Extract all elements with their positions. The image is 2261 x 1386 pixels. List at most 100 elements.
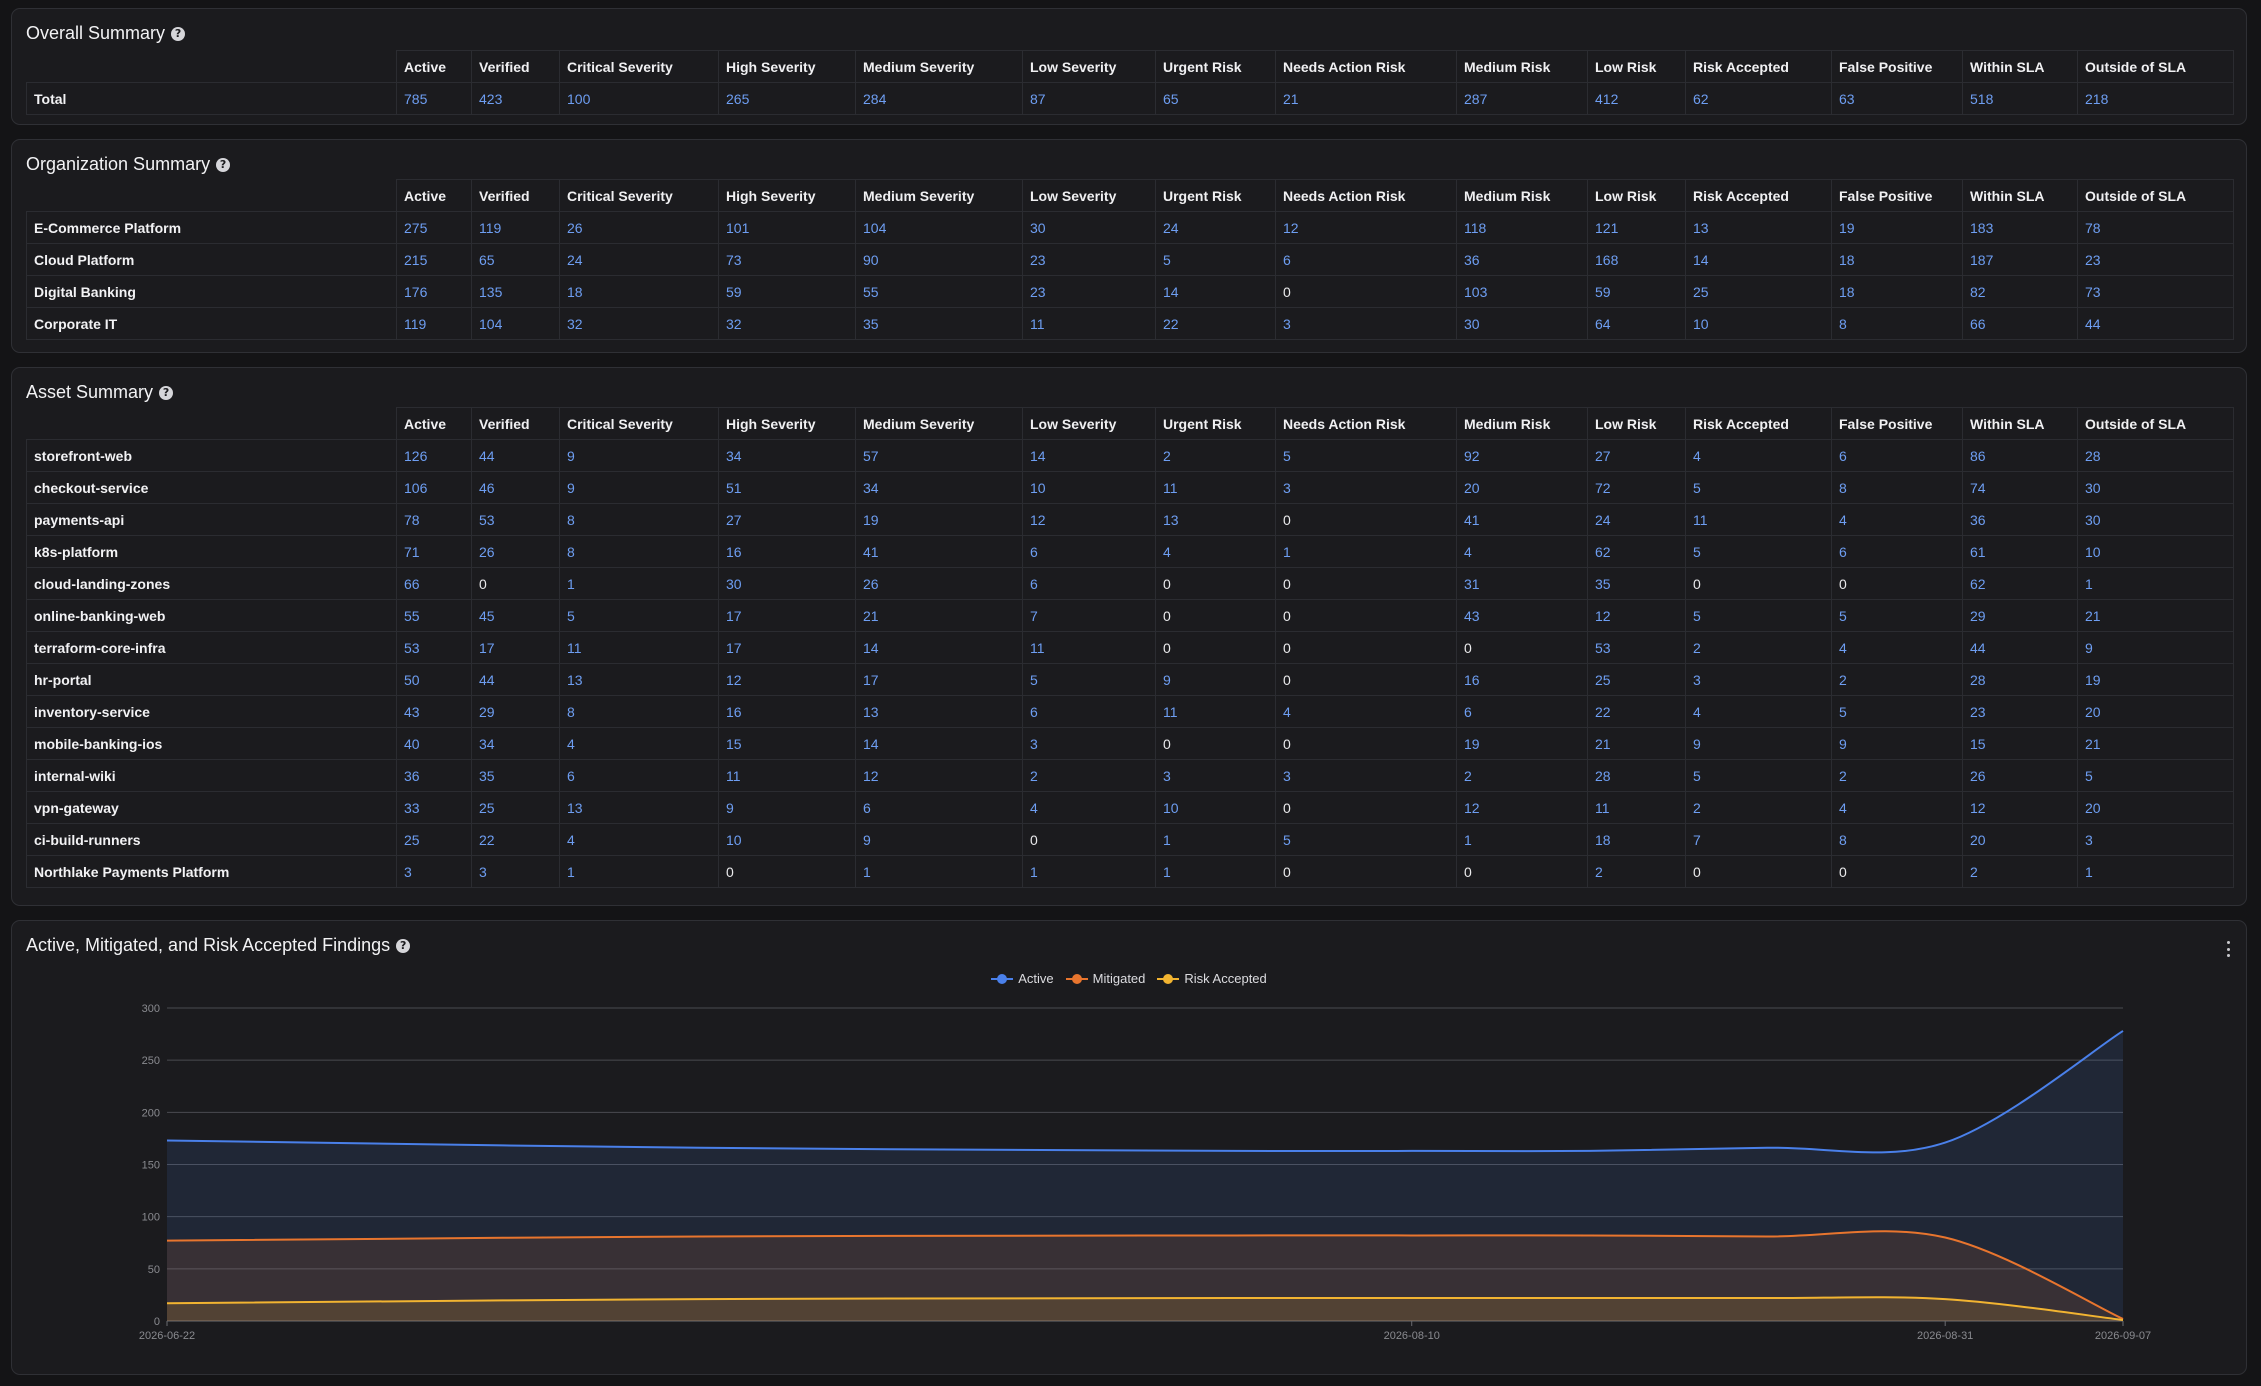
cell-value[interactable]: 1	[559, 855, 719, 888]
cell-value[interactable]: 1	[1275, 535, 1457, 568]
cell-value[interactable]: 9	[1831, 727, 1963, 760]
help-icon[interactable]: ?	[171, 26, 186, 41]
cell-value[interactable]: 284	[855, 82, 1023, 115]
cell-value[interactable]: 43	[396, 695, 472, 728]
cell-value[interactable]: 7	[1022, 599, 1156, 632]
cell-value[interactable]: 23	[2077, 243, 2234, 276]
cell-value[interactable]: 1	[1456, 823, 1588, 856]
column-header[interactable]: High Severity	[718, 179, 856, 212]
column-header[interactable]: Needs Action Risk	[1275, 407, 1457, 440]
cell-value[interactable]: 59	[718, 275, 856, 308]
cell-value[interactable]: 40	[396, 727, 472, 760]
cell-value[interactable]: 27	[718, 503, 856, 536]
cell-value[interactable]: 6	[559, 759, 719, 792]
cell-value[interactable]: 11	[1587, 791, 1686, 824]
cell-value[interactable]: 2	[1685, 631, 1832, 664]
cell-value[interactable]: 8	[1831, 823, 1963, 856]
cell-value[interactable]: 5	[1022, 663, 1156, 696]
help-icon[interactable]: ?	[396, 938, 411, 953]
cell-value[interactable]: 19	[2077, 663, 2234, 696]
legend-item[interactable]: Active	[991, 971, 1054, 986]
cell-value[interactable]: 265	[718, 82, 856, 115]
cell-value[interactable]: 30	[2077, 471, 2234, 504]
cell-value[interactable]: 12	[1456, 791, 1588, 824]
cell-value[interactable]: 100	[559, 82, 719, 115]
cell-value[interactable]: 13	[559, 663, 719, 696]
cell-value[interactable]: 2	[1685, 791, 1832, 824]
legend-item[interactable]: Mitigated	[1065, 971, 1145, 986]
cell-value[interactable]: 35	[855, 307, 1023, 340]
cell-value[interactable]: 135	[471, 275, 560, 308]
column-header[interactable]: Within SLA	[1962, 407, 2078, 440]
cell-value[interactable]: 90	[855, 243, 1023, 276]
cell-value[interactable]: 14	[1685, 243, 1832, 276]
cell-value[interactable]: 22	[1155, 307, 1276, 340]
cell-value[interactable]: 20	[1962, 823, 2078, 856]
cell-value[interactable]: 6	[855, 791, 1023, 824]
cell-value[interactable]: 41	[855, 535, 1023, 568]
cell-value[interactable]: 28	[2077, 439, 2234, 472]
cell-value[interactable]: 6	[1022, 695, 1156, 728]
cell-value[interactable]: 14	[855, 727, 1023, 760]
cell-value[interactable]: 6	[1831, 535, 1963, 568]
column-header[interactable]: False Positive	[1831, 50, 1963, 83]
cell-value[interactable]: 9	[559, 439, 719, 472]
cell-value[interactable]: 5	[1275, 439, 1457, 472]
cell-value[interactable]: 18	[1831, 243, 1963, 276]
column-header[interactable]: High Severity	[718, 50, 856, 83]
cell-value[interactable]: 5	[1685, 471, 1832, 504]
cell-value[interactable]: 12	[855, 759, 1023, 792]
column-header[interactable]: Medium Severity	[855, 50, 1023, 83]
cell-value[interactable]: 5	[1831, 599, 1963, 632]
cell-value[interactable]: 11	[1155, 471, 1276, 504]
column-header[interactable]: Risk Accepted	[1685, 407, 1832, 440]
cell-value[interactable]: 32	[718, 307, 856, 340]
column-header[interactable]: Verified	[471, 407, 560, 440]
cell-value[interactable]: 66	[1962, 307, 2078, 340]
cell-value[interactable]: 11	[718, 759, 856, 792]
column-header[interactable]: Critical Severity	[559, 50, 719, 83]
cell-value[interactable]: 287	[1456, 82, 1588, 115]
cell-value[interactable]: 19	[1456, 727, 1588, 760]
cell-value[interactable]: 23	[1022, 275, 1156, 308]
help-icon[interactable]: ?	[159, 385, 174, 400]
cell-value[interactable]: 46	[471, 471, 560, 504]
cell-value[interactable]: 50	[396, 663, 472, 696]
cell-value[interactable]: 5	[1831, 695, 1963, 728]
cell-value[interactable]: 25	[1587, 663, 1686, 696]
cell-value[interactable]: 21	[855, 599, 1023, 632]
cell-value[interactable]: 17	[855, 663, 1023, 696]
column-header[interactable]: Medium Risk	[1456, 179, 1588, 212]
cell-value[interactable]: 13	[559, 791, 719, 824]
cell-value[interactable]: 21	[2077, 727, 2234, 760]
column-header[interactable]: Urgent Risk	[1155, 50, 1276, 83]
column-header[interactable]: False Positive	[1831, 179, 1963, 212]
cell-value[interactable]: 29	[471, 695, 560, 728]
cell-value[interactable]: 12	[718, 663, 856, 696]
cell-value[interactable]: 2	[1456, 759, 1588, 792]
cell-value[interactable]: 22	[1587, 695, 1686, 728]
cell-value[interactable]: 104	[855, 211, 1023, 244]
cell-value[interactable]: 55	[396, 599, 472, 632]
cell-value[interactable]: 71	[396, 535, 472, 568]
cell-value[interactable]: 44	[1962, 631, 2078, 664]
cell-value[interactable]: 12	[1275, 211, 1457, 244]
cell-value[interactable]: 4	[1831, 631, 1963, 664]
cell-value[interactable]: 104	[471, 307, 560, 340]
cell-value[interactable]: 106	[396, 471, 472, 504]
cell-value[interactable]: 26	[471, 535, 560, 568]
cell-value[interactable]: 18	[1587, 823, 1686, 856]
cell-value[interactable]: 66	[396, 567, 472, 600]
column-header[interactable]: Low Severity	[1022, 179, 1156, 212]
cell-value[interactable]: 2	[1831, 759, 1963, 792]
cell-value[interactable]: 6	[1275, 243, 1457, 276]
cell-value[interactable]: 30	[718, 567, 856, 600]
cell-value[interactable]: 785	[396, 82, 472, 115]
cell-value[interactable]: 35	[471, 759, 560, 792]
cell-value[interactable]: 11	[1022, 631, 1156, 664]
cell-value[interactable]: 1	[2077, 567, 2234, 600]
cell-value[interactable]: 74	[1962, 471, 2078, 504]
column-header[interactable]: Needs Action Risk	[1275, 50, 1457, 83]
cell-value[interactable]: 62	[1962, 567, 2078, 600]
cell-value[interactable]: 1	[1022, 855, 1156, 888]
